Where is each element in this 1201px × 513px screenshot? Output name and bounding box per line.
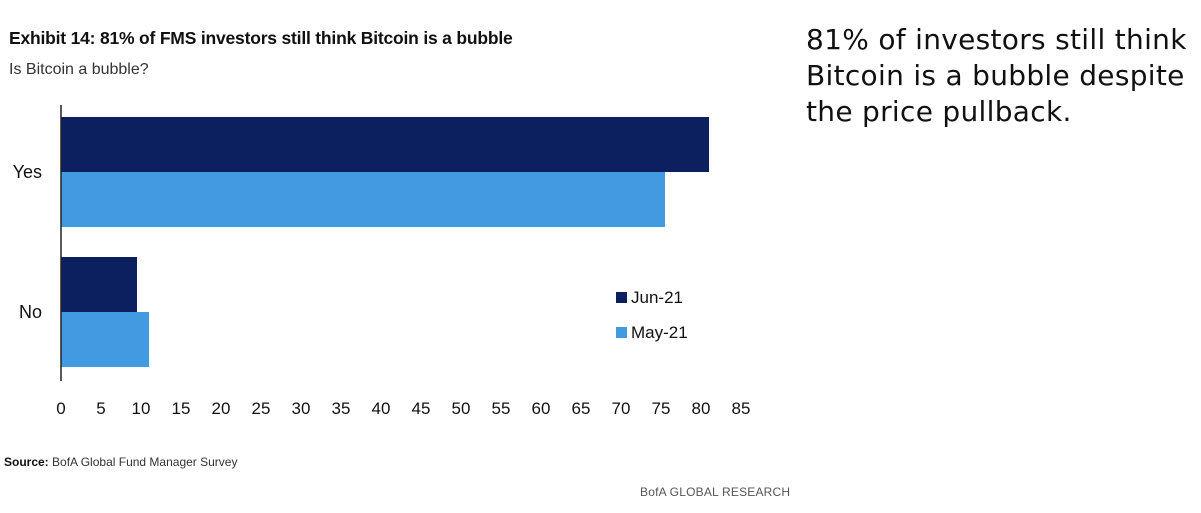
legend-swatch-may-21 — [616, 327, 627, 338]
x-tick-label: 40 — [372, 399, 391, 418]
bar-chart: Yes No 0 5 10 15 20 25 30 35 40 45 50 55 60 65 70 75 80 85 J… — [13, 105, 751, 418]
x-tick-label: 45 — [412, 399, 431, 418]
legend-label-jun-21: Jun-21 — [631, 288, 683, 307]
chart-subtitle: Is Bitcoin a bubble? — [9, 61, 149, 78]
x-tick-label: 0 — [56, 399, 65, 418]
source-label: Source: — [4, 455, 49, 469]
bar-yes-may-21 — [61, 172, 665, 227]
legend-swatch-jun-21 — [616, 292, 627, 303]
category-label-no: No — [19, 302, 42, 322]
category-label-yes: Yes — [13, 162, 42, 182]
x-tick-label: 15 — [172, 399, 191, 418]
source-note: Source: BofA Global Fund Manager Survey — [4, 455, 237, 469]
bar-no-jun-21 — [61, 257, 137, 312]
x-tick-label: 80 — [692, 399, 711, 418]
x-tick-label: 50 — [452, 399, 471, 418]
side-note-text: 81% of investors still think Bitcoin is … — [806, 23, 1187, 128]
x-tick-label: 85 — [732, 399, 751, 418]
x-tick-label: 10 — [132, 399, 151, 418]
source-text: BofA Global Fund Manager Survey — [52, 455, 238, 469]
x-tick-label: 60 — [532, 399, 551, 418]
x-tick-label: 25 — [252, 399, 271, 418]
bar-yes-jun-21 — [61, 117, 709, 172]
bar-no-may-21 — [61, 312, 149, 367]
x-tick-label: 20 — [212, 399, 231, 418]
x-tick-label: 55 — [492, 399, 511, 418]
legend-label-may-21: May-21 — [631, 323, 688, 342]
x-tick-label: 65 — [572, 399, 591, 418]
x-tick-label: 35 — [332, 399, 351, 418]
brand-label: BofA GLOBAL RESEARCH — [640, 485, 791, 499]
x-tick-label: 30 — [292, 399, 311, 418]
chart-title: Exhibit 14: 81% of FMS investors still t… — [9, 28, 513, 48]
x-tick-label: 70 — [612, 399, 631, 418]
x-tick-label: 75 — [652, 399, 671, 418]
x-tick-label: 5 — [96, 399, 105, 418]
